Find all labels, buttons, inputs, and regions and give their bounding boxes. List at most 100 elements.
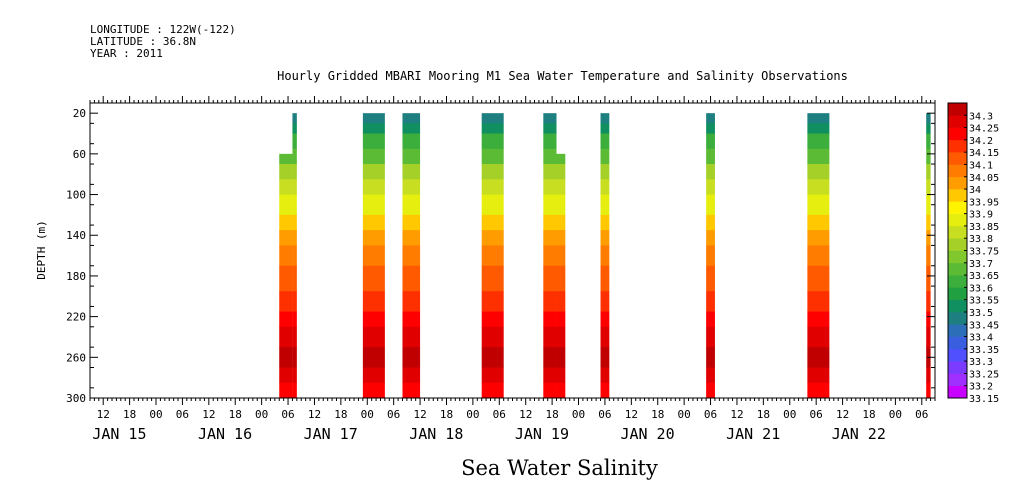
x-hour-label: 12 <box>308 408 321 421</box>
salinity-cell <box>279 245 293 267</box>
salinity-cell <box>362 265 385 292</box>
salinity-cell <box>926 311 931 328</box>
x-hour-label: 12 <box>202 408 215 421</box>
salinity-cell <box>556 311 566 328</box>
salinity-cell <box>706 311 715 328</box>
salinity-cell <box>481 245 504 267</box>
salinity-cell <box>543 367 557 384</box>
x-day-label: JAN 22 <box>832 425 886 443</box>
salinity-cell <box>402 133 421 150</box>
x-axis-label: Sea Water Salinity <box>461 456 658 480</box>
salinity-cell <box>481 164 504 180</box>
salinity-cell <box>556 245 566 267</box>
salinity-cell <box>543 326 557 348</box>
salinity-cell <box>543 311 557 328</box>
salinity-cell <box>402 382 421 399</box>
salinity-cell <box>543 113 557 124</box>
salinity-cell <box>807 245 830 267</box>
salinity-cell <box>556 382 566 399</box>
salinity-cell <box>600 133 610 150</box>
salinity-cell <box>279 347 293 368</box>
colorbar-label: 34.05 <box>969 173 999 184</box>
colorbar-label: 33.7 <box>969 259 993 270</box>
salinity-cell <box>481 367 504 384</box>
colorbar-label: 33.85 <box>969 222 999 233</box>
colorbar-label: 33.4 <box>969 333 993 344</box>
colorbar-label: 34.1 <box>969 160 993 171</box>
salinity-cell <box>402 194 421 216</box>
salinity-cell <box>926 214 931 231</box>
colorbar-swatch <box>948 176 967 190</box>
salinity-cell <box>600 164 610 180</box>
colorbar-swatch <box>948 225 967 239</box>
colorbar-swatch <box>948 262 967 276</box>
salinity-cell <box>279 291 293 313</box>
salinity-cell <box>556 265 566 292</box>
salinity-cell <box>279 214 293 231</box>
salinity-cell <box>556 367 566 384</box>
colorbar-swatch <box>948 152 967 165</box>
colorbar-label: 33.35 <box>969 345 999 356</box>
salinity-cell <box>926 123 931 135</box>
salinity-cell <box>706 230 715 246</box>
x-day-label: JAN 15 <box>92 425 146 443</box>
salinity-cell <box>807 367 830 384</box>
salinity-cell <box>543 214 557 231</box>
salinity-cell <box>807 123 830 135</box>
salinity-cell <box>556 214 566 231</box>
salinity-cell <box>600 179 610 196</box>
salinity-cell <box>807 382 830 399</box>
colorbar-swatch <box>948 213 967 227</box>
salinity-cell <box>292 194 297 216</box>
x-day-label: JAN 17 <box>304 425 358 443</box>
salinity-cell <box>706 382 715 399</box>
salinity-cell <box>402 148 421 165</box>
salinity-cell <box>807 113 830 124</box>
salinity-cell <box>279 311 293 328</box>
x-hour-label: 12 <box>836 408 849 421</box>
salinity-cell <box>706 123 715 135</box>
salinity-cell <box>402 245 421 267</box>
x-hour-label: 18 <box>862 408 875 421</box>
salinity-cell <box>279 367 293 384</box>
latitude-label: LATITUDE : 36.8N <box>90 35 196 48</box>
y-tick-label: 180 <box>66 270 86 283</box>
salinity-cell <box>402 265 421 292</box>
salinity-cell <box>807 179 830 196</box>
salinity-cell <box>600 214 610 231</box>
x-day-label: JAN 20 <box>620 425 674 443</box>
salinity-cell <box>807 164 830 180</box>
salinity-cell <box>706 214 715 231</box>
salinity-cell <box>292 123 297 135</box>
salinity-cell <box>926 265 931 292</box>
salinity-cell <box>362 367 385 384</box>
colorbar-label: 33.5 <box>969 308 993 319</box>
colorbar-label: 33.6 <box>969 283 993 294</box>
salinity-cell <box>481 214 504 231</box>
x-hour-label: 06 <box>915 408 928 421</box>
salinity-cell <box>279 265 293 292</box>
x-hour-label: 06 <box>493 408 506 421</box>
salinity-cell <box>292 164 297 180</box>
year-label: YEAR : 2011 <box>90 47 163 60</box>
x-hour-label: 18 <box>545 408 558 421</box>
salinity-cell <box>706 265 715 292</box>
x-hour-label: 18 <box>123 408 136 421</box>
salinity-cell <box>706 133 715 150</box>
salinity-cell <box>279 164 293 180</box>
salinity-cell <box>481 326 504 348</box>
y-tick-label: 260 <box>66 351 86 364</box>
colorbar-swatch <box>948 238 967 251</box>
salinity-cell <box>543 291 557 313</box>
colorbar-label: 33.3 <box>969 357 993 368</box>
colorbar-swatch <box>948 385 967 399</box>
salinity-cell <box>926 133 931 150</box>
salinity-cell <box>292 230 297 246</box>
colorbar-label: 33.75 <box>969 247 999 258</box>
salinity-cell <box>543 265 557 292</box>
y-tick-label: 100 <box>66 189 86 202</box>
salinity-cell <box>402 164 421 180</box>
salinity-cell <box>926 179 931 196</box>
salinity-cell <box>362 113 385 124</box>
salinity-cell <box>362 382 385 399</box>
